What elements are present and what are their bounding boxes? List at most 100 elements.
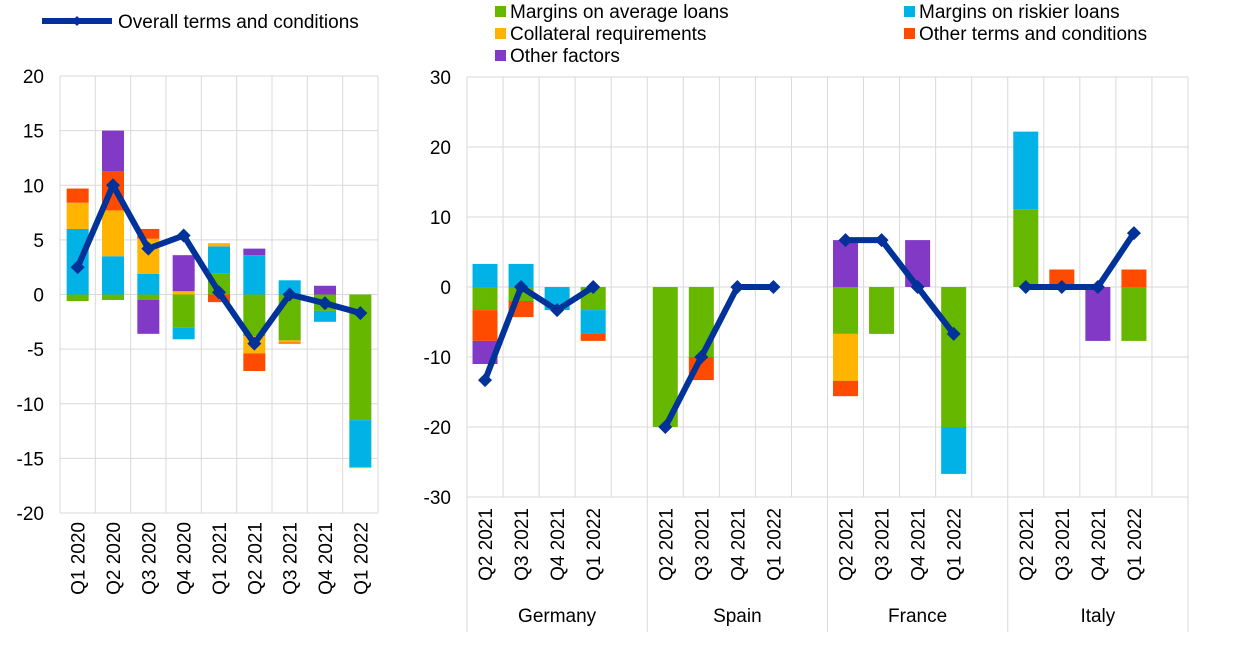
line-overall — [482, 284, 595, 382]
x-tick-label: Q1 2021 — [210, 522, 231, 595]
bar-margins_riskier — [278, 280, 301, 295]
line-marker — [694, 350, 709, 364]
y-tick-label: -10 — [17, 395, 44, 416]
legend-swatch-margins-average — [495, 6, 506, 17]
line-marker — [478, 373, 493, 388]
group-label: Spain — [713, 606, 762, 627]
bar-margins_average — [349, 294, 372, 421]
bar-margins_average — [833, 287, 859, 334]
legend-swatch-collateral — [495, 28, 506, 39]
x-tick-label: Q2 2021 — [476, 508, 497, 581]
bar-other_terms — [66, 188, 89, 203]
bar-other_terms — [137, 228, 160, 239]
x-tick-label: Q3 2021 — [281, 522, 302, 595]
legend-label-overall: Overall terms and conditions — [118, 12, 359, 33]
line-marker — [70, 260, 85, 275]
line-marker — [282, 287, 297, 302]
line-overall — [845, 237, 957, 336]
group-label: France — [888, 606, 947, 627]
bar-margins_average — [137, 294, 160, 300]
line-marker — [1126, 226, 1141, 241]
line-marker — [353, 306, 368, 321]
line-overall — [662, 284, 774, 429]
x-tick-label: Q2 2021 — [245, 522, 266, 595]
bar-margins_riskier — [349, 420, 372, 468]
legend-label-margins-average: Margins on average loans — [510, 2, 729, 23]
line-marker — [550, 303, 565, 318]
bar-other_terms — [580, 333, 606, 341]
legend-label-other-factors: Other factors — [510, 46, 620, 67]
y-tick-label: 0 — [440, 278, 451, 299]
group-label: Germany — [518, 606, 597, 627]
chart-left-panel: -20 -15 -10 -5 0 5 10 15 20 Q1 2020 Q2 2020 Q3 2020… — [17, 67, 379, 595]
legend-swatch-other-terms — [904, 28, 915, 39]
bar-margins_riskier — [243, 255, 266, 295]
y-tick-label: 0 — [33, 286, 44, 307]
line-marker — [946, 326, 961, 341]
line-marker — [514, 280, 529, 294]
y-tick-label: 10 — [23, 176, 44, 197]
line-marker — [247, 336, 262, 351]
y-tick-label: -5 — [27, 340, 44, 361]
x-tick-label: Q4 2021 — [1089, 508, 1110, 581]
legend-swatch-other-factors — [495, 50, 506, 61]
x-tick-label: Q3 2021 — [873, 508, 894, 581]
legend-label-other-terms: Other terms and conditions — [919, 24, 1147, 45]
bar-margins_average — [941, 287, 967, 427]
bar-other_terms — [278, 342, 301, 344]
line-marker — [730, 280, 745, 294]
bar-margins_average — [243, 294, 266, 337]
x-tick-label: Q4 2020 — [175, 522, 196, 595]
bar-other_terms — [1049, 269, 1075, 287]
x-tick-label: Q2 2020 — [104, 522, 125, 595]
line-marker — [318, 296, 332, 311]
bar-margins_average — [472, 287, 498, 311]
x-tick-label: Q2 2021 — [837, 508, 858, 581]
y-tick-label: -10 — [424, 348, 451, 369]
y-tick-label: 10 — [430, 208, 451, 229]
x-tick-label: Q3 2020 — [139, 522, 160, 595]
y-tick-label: 20 — [23, 67, 44, 88]
y-tick-label: -20 — [424, 418, 451, 439]
legend-item-other-factors: Other factors — [495, 46, 620, 67]
bar-other_factors — [102, 130, 124, 172]
y-tick-label: 20 — [430, 138, 451, 159]
bar-collateral — [172, 291, 195, 295]
bar-margins_riskier — [137, 273, 160, 295]
x-tick-label: Q1 2022 — [945, 508, 966, 581]
x-tick-label: Q2 2021 — [656, 508, 677, 581]
legend-swatch-margins-riskier — [904, 6, 915, 17]
legend-item-margins-average: Margins on average loans — [495, 2, 729, 23]
legend-item-margins-riskier: Margins on riskier loans — [904, 2, 1120, 23]
x-tick-label: Q3 2021 — [692, 508, 713, 581]
bar-margins_riskier — [508, 263, 534, 287]
x-tick-label: Q4 2021 — [909, 508, 930, 581]
x-tick-label: Q1 2022 — [351, 522, 372, 595]
y-tick-label: -20 — [17, 504, 44, 525]
bar-margins_average — [172, 294, 195, 328]
bar-margins_riskier — [472, 263, 498, 287]
line-marker — [176, 228, 191, 243]
bar-collateral — [278, 340, 301, 343]
x-tick-label: Q1 2020 — [69, 522, 90, 595]
bar-margins_riskier — [102, 256, 124, 295]
bar-margins_riskier — [580, 310, 606, 334]
bar-other_factors — [172, 255, 195, 292]
x-tick-label: Q4 2021 — [548, 508, 569, 581]
x-tick-label: Q1 2022 — [764, 508, 785, 581]
legend-item-overall: Overall terms and conditions — [42, 12, 359, 33]
line-marker — [658, 420, 673, 434]
bar-margins_average — [1121, 287, 1147, 341]
line-marker — [838, 233, 853, 248]
line-marker — [766, 280, 781, 294]
x-tick-label: Q4 2021 — [728, 508, 749, 581]
line-marker — [212, 285, 226, 300]
bar-margins_average — [102, 294, 124, 300]
x-tick-label: Q1 2022 — [584, 508, 605, 581]
bar-margins_average — [869, 287, 895, 334]
group-label: Italy — [1080, 606, 1115, 627]
bar-margins_riskier — [314, 310, 336, 322]
line-marker — [141, 241, 156, 256]
bar-collateral — [66, 202, 89, 229]
